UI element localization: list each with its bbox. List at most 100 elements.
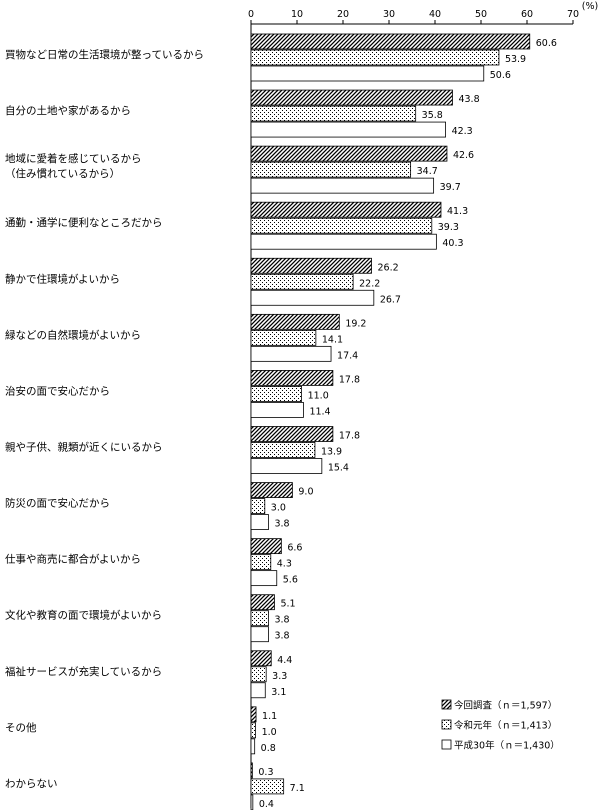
x-tick-label: 50 — [475, 9, 487, 20]
category-label: その他 — [5, 721, 37, 734]
data-label: 26.2 — [378, 262, 399, 273]
bar — [250, 554, 272, 571]
bar — [250, 273, 354, 290]
bar — [250, 329, 317, 346]
data-label: 14.1 — [322, 334, 343, 345]
category-label: 自分の土地や家があるから — [5, 104, 131, 117]
data-label: 17.8 — [339, 430, 360, 441]
data-label: 39.7 — [440, 182, 461, 193]
bar — [250, 650, 272, 667]
bar — [250, 33, 531, 50]
category-label: 福祉サービスが充実しているから — [5, 665, 162, 678]
data-label: 4.3 — [277, 559, 292, 570]
data-label: 3.0 — [271, 503, 286, 514]
data-label: 15.4 — [328, 462, 349, 473]
data-label: 0.3 — [258, 767, 273, 778]
bar — [250, 794, 254, 810]
x-tick-label: 10 — [291, 9, 303, 20]
bar — [250, 49, 500, 66]
bar — [250, 514, 269, 530]
x-tick-label: 70 — [567, 9, 579, 20]
category-label: 静かで住環境がよいから — [5, 272, 120, 285]
category-label: 親や子供、親類が近くにいるから — [5, 440, 163, 453]
category-label: わからない — [5, 778, 58, 790]
bar — [250, 201, 442, 218]
bar — [250, 402, 304, 418]
bar — [250, 442, 316, 458]
bar — [250, 161, 412, 178]
bar — [250, 610, 269, 627]
bar — [250, 105, 417, 122]
bar — [250, 257, 372, 274]
bar — [250, 426, 334, 442]
data-label: 3.8 — [274, 519, 289, 530]
bar-series: 60.6 43.8 42.6 41.3 26.2 19.2 17.8 17.8 9.0 6.6 5.… — [250, 33, 557, 810]
data-label: 40.3 — [442, 238, 463, 249]
category-label: 文化や教育の面で環境がよいから — [5, 609, 162, 622]
bar — [250, 594, 275, 611]
bar — [250, 386, 302, 402]
bar — [250, 89, 453, 106]
bar — [250, 233, 437, 250]
data-label: 3.8 — [274, 631, 289, 642]
data-label: 9.0 — [298, 487, 313, 498]
bar — [250, 65, 485, 82]
data-label: 43.8 — [458, 94, 479, 105]
data-label: 22.2 — [359, 278, 380, 289]
legend-swatch — [441, 739, 452, 750]
data-label: 50.6 — [490, 70, 511, 81]
data-label: 1.0 — [262, 727, 277, 738]
category-label: （住み慣れているから） — [5, 167, 120, 180]
x-tick-label: 0 — [248, 9, 254, 20]
x-tick-label: 60 — [521, 9, 533, 20]
bar — [250, 570, 278, 587]
data-label: 13.9 — [321, 446, 342, 457]
data-label: 4.4 — [277, 655, 292, 666]
bar — [250, 762, 253, 779]
bar — [250, 626, 269, 643]
legend-label: 令和元年（ｎ＝1,413） — [454, 720, 557, 732]
category-labels: 買物など日常の生活環境が整っているから自分の土地や家があるから地域に愛着を感じて… — [5, 48, 204, 790]
legend-swatch — [441, 699, 452, 710]
data-label: 39.3 — [438, 222, 459, 233]
legend-label: 今回調査（ｎ＝1,597） — [454, 700, 557, 712]
legend-label: 平成30年（ｎ＝1,430） — [454, 740, 560, 752]
data-label: 3.8 — [274, 615, 289, 626]
category-label: 防災の面で安心だから — [5, 497, 110, 510]
category-label: 仕事や商売に都合がよいから — [5, 553, 141, 566]
data-label: 0.4 — [259, 799, 274, 810]
data-label: 11.4 — [309, 406, 330, 417]
bar — [250, 370, 334, 386]
bar — [250, 217, 433, 234]
data-label: 5.6 — [283, 575, 298, 586]
bar — [250, 177, 435, 194]
data-label: 17.4 — [337, 350, 358, 361]
bar — [250, 345, 332, 362]
bar — [250, 289, 375, 306]
data-label: 35.8 — [422, 110, 443, 121]
data-label: 34.7 — [417, 166, 438, 177]
bar — [250, 738, 256, 755]
bar — [250, 121, 446, 138]
data-label: 3.1 — [271, 687, 286, 698]
data-label: 19.2 — [345, 318, 366, 329]
bar — [250, 482, 293, 498]
legend: 今回調査（ｎ＝1,597） 令和元年（ｎ＝1,413） 平成30年（ｎ＝1,430） — [441, 699, 560, 752]
category-label: 緑などの自然環境がよいから — [5, 328, 141, 341]
x-tick-label: 20 — [337, 9, 349, 20]
data-label: 6.6 — [287, 543, 302, 554]
data-label: 41.3 — [447, 206, 468, 217]
bar — [250, 722, 256, 739]
data-label: 11.0 — [308, 390, 329, 401]
data-label: 7.1 — [290, 783, 305, 794]
data-label: 60.6 — [536, 38, 557, 49]
data-label: 53.9 — [505, 54, 526, 65]
data-label: 0.8 — [261, 743, 276, 754]
data-label: 3.3 — [272, 671, 287, 682]
category-label: 通勤・通学に便利なところだから — [5, 216, 163, 229]
data-label: 5.1 — [280, 599, 295, 610]
x-tick-label: 40 — [429, 9, 441, 20]
bar — [250, 706, 257, 723]
bar — [250, 145, 448, 162]
data-label: 26.7 — [380, 294, 401, 305]
